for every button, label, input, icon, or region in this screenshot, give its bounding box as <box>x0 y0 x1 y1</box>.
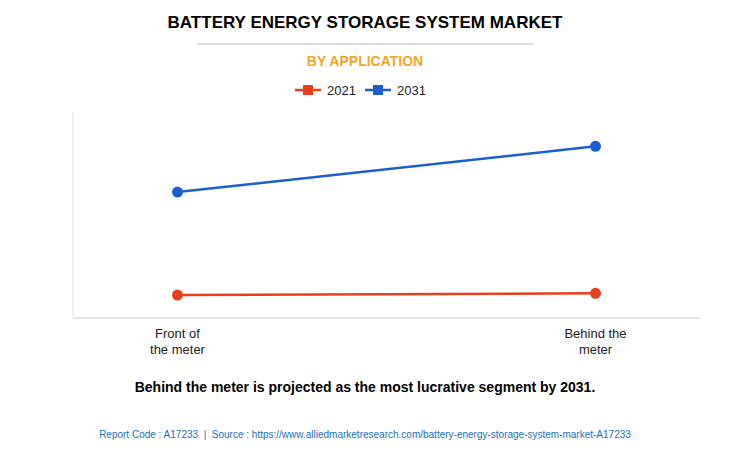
series-point <box>172 187 183 198</box>
series-line <box>178 146 596 192</box>
x-tick-label: Front ofthe meter <box>150 326 206 357</box>
plot-area <box>172 141 601 301</box>
series-line <box>178 293 596 295</box>
legend: 2021 2031 <box>295 83 426 98</box>
legend-label: 2031 <box>397 83 426 98</box>
series-point <box>590 288 601 299</box>
chart: BATTERY ENERGY STORAGE SYSTEM MARKET BY A… <box>0 0 730 453</box>
x-tick-label-line: meter <box>579 342 613 357</box>
y-axis-line <box>73 112 74 318</box>
x-axis-line <box>73 318 700 319</box>
annotation: Behind the meter is projected as the mos… <box>135 379 596 395</box>
x-tick-label-line: Front of <box>155 326 200 341</box>
x-tick-label-line: Behind the <box>564 326 626 341</box>
subtitle: BY APPLICATION <box>307 53 423 69</box>
title-rule <box>197 44 533 45</box>
x-tick-label: Behind themeter <box>564 326 626 357</box>
x-tick-label-line: the meter <box>150 342 206 357</box>
series-point <box>172 290 183 301</box>
footnote: Report Code : A17233 | Source : https://… <box>99 429 631 440</box>
title: BATTERY ENERGY STORAGE SYSTEM MARKET <box>168 13 563 32</box>
legend-label: 2021 <box>327 83 356 98</box>
background <box>0 0 730 453</box>
chart-container: BATTERY ENERGY STORAGE SYSTEM MARKET BY A… <box>0 0 730 453</box>
series-point <box>590 141 601 152</box>
legend-swatch <box>373 85 383 95</box>
legend-swatch <box>303 85 313 95</box>
